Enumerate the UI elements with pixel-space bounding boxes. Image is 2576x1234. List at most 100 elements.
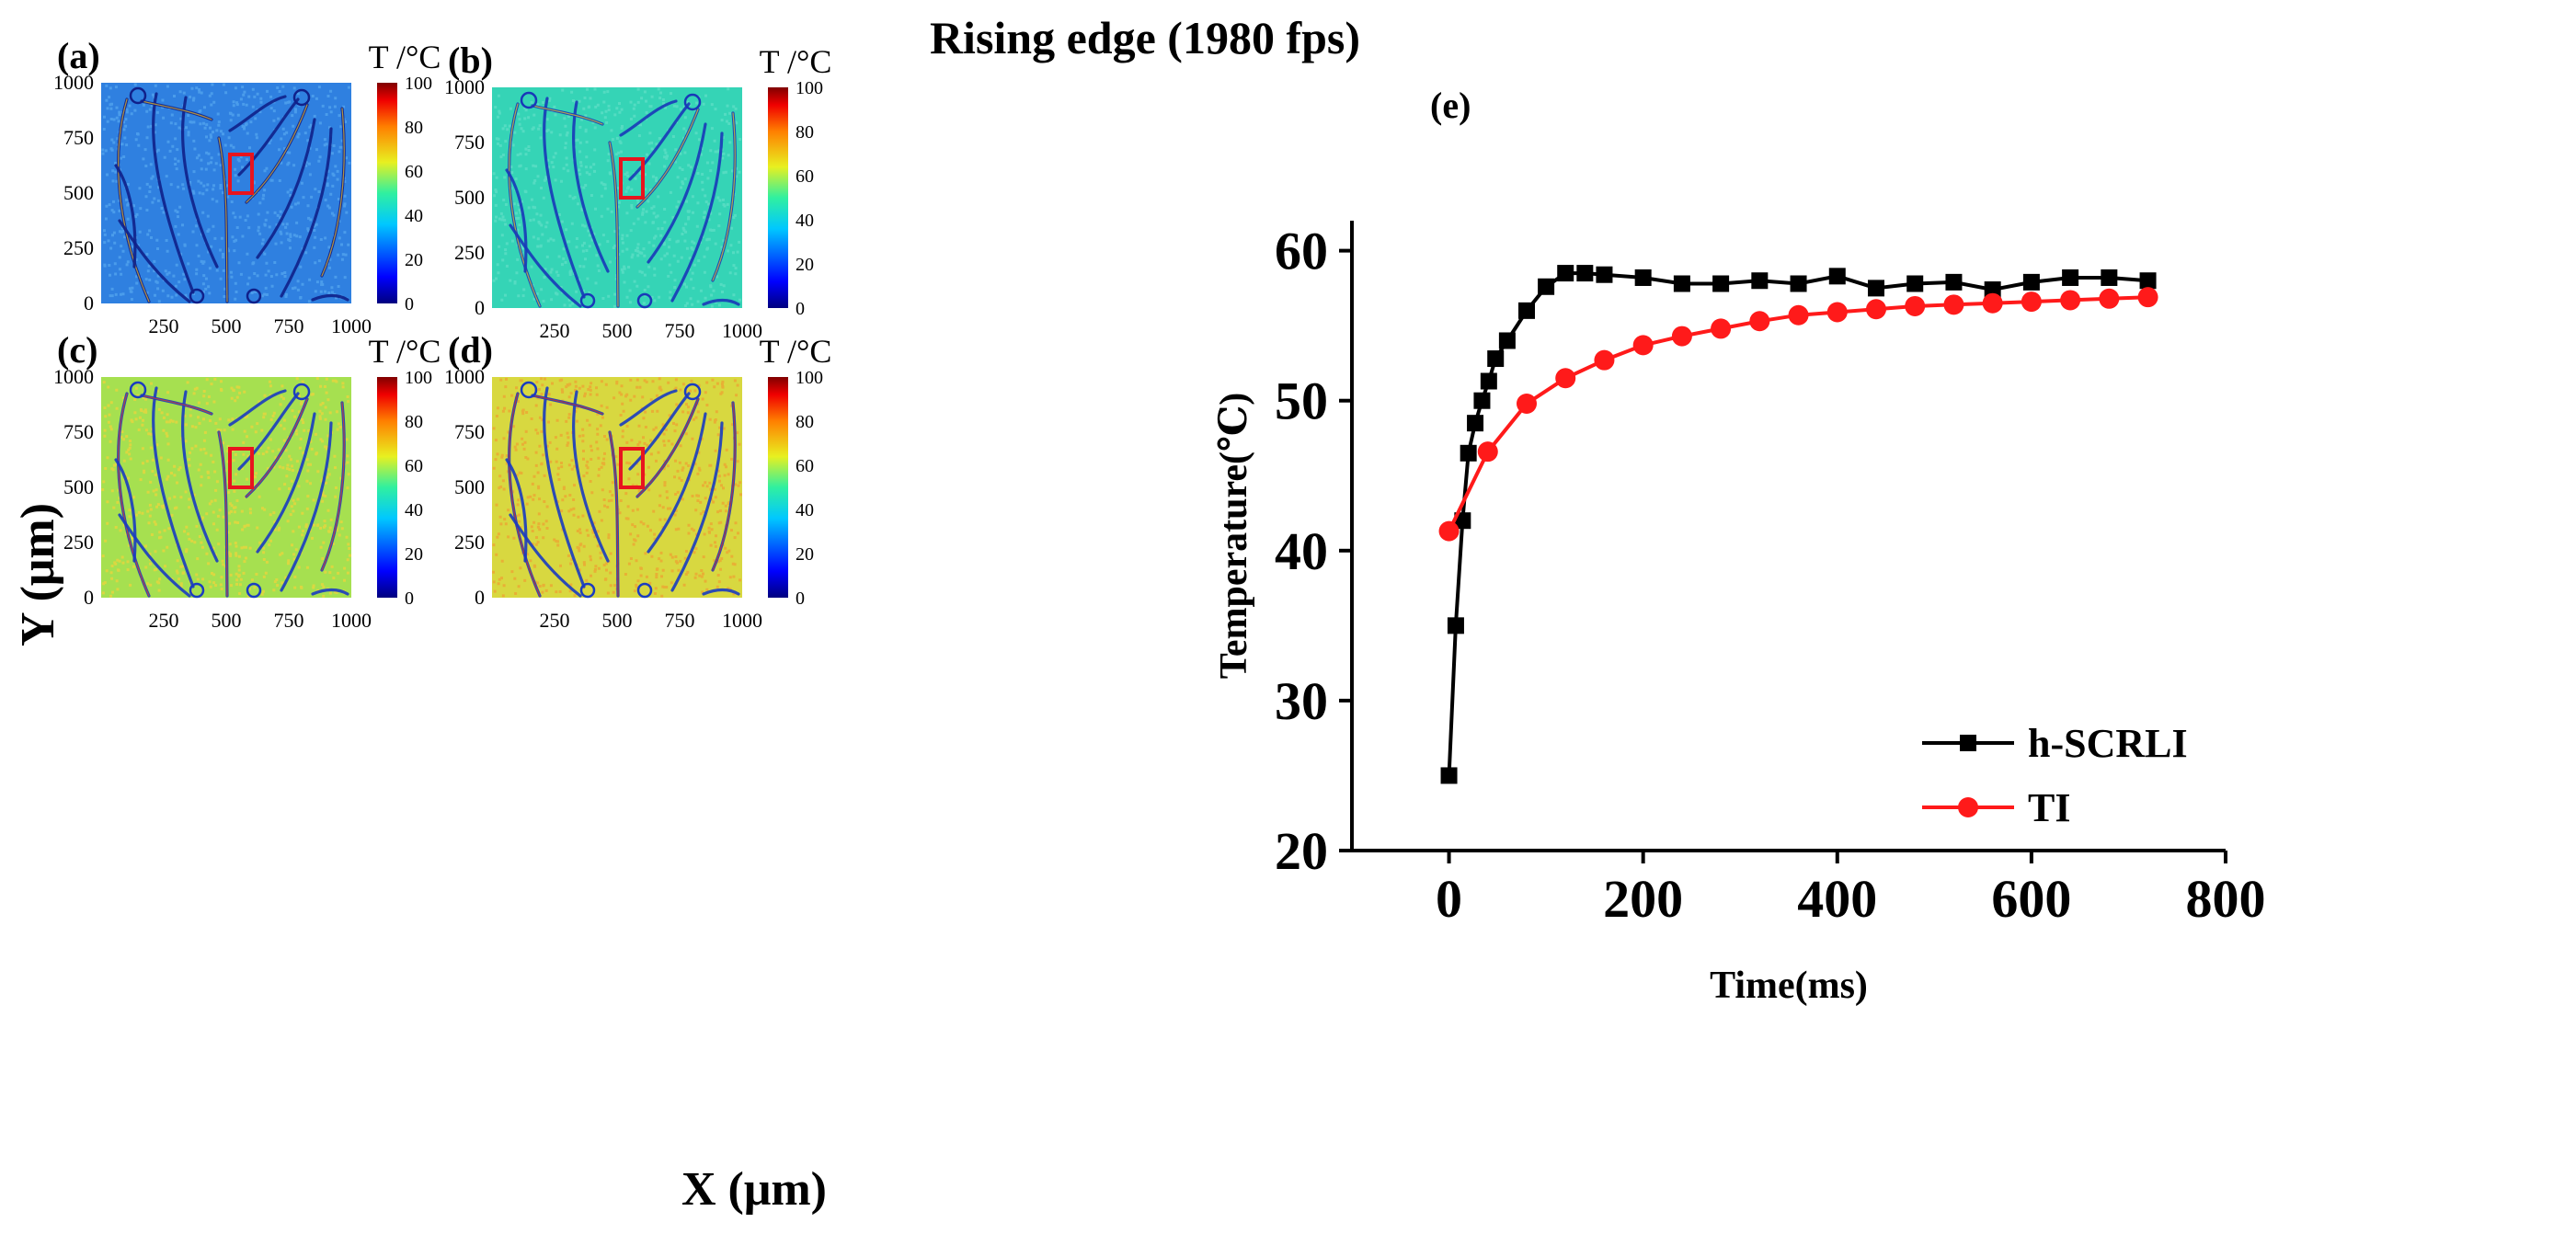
colorbar-title-d: T /°C xyxy=(760,333,832,370)
y-tick-a-3: 750 xyxy=(63,126,94,149)
data-point xyxy=(1984,281,2001,299)
data-point xyxy=(2021,291,2042,313)
legend-marker xyxy=(1960,735,1976,751)
data-point xyxy=(1440,767,1458,784)
heatmap-panel-c: (c) 0 250 500 750 1000 250 500 750 1000 0 20 40 60 80 1… xyxy=(53,329,441,632)
series-line-ti xyxy=(1447,295,2148,532)
temperature-map-d xyxy=(492,377,742,599)
legend: h-SCRLI TI xyxy=(1922,721,2188,830)
x-tick-label: 600 xyxy=(1991,869,2071,929)
y-tick-c-0: 0 xyxy=(84,586,94,609)
data-point xyxy=(1826,302,1848,323)
data-point xyxy=(1555,368,1576,389)
temperature-map-c xyxy=(101,377,351,599)
y-tick-d-1: 250 xyxy=(454,531,485,554)
y-tick-a-0: 0 xyxy=(84,291,94,314)
y-tick-d-0: 0 xyxy=(475,586,485,609)
data-point xyxy=(1557,265,1574,282)
heatmap-panel-d: (d) 0 250 500 750 1000 250 500 750 1000 0 20 40 60 80 1… xyxy=(444,329,831,632)
y-axis-label: Temperature(℃) xyxy=(1213,393,1255,680)
y-tick-label: 50 xyxy=(1275,371,1328,431)
colorbar-tick-d-5: 100 xyxy=(796,368,823,388)
data-point xyxy=(1673,275,1690,292)
data-point xyxy=(1906,275,1924,292)
data-point xyxy=(1632,335,1654,356)
series-line-h-scrli xyxy=(1447,271,2148,776)
series-ti xyxy=(1438,287,2158,542)
colorbar-tick-a-3: 60 xyxy=(405,162,423,182)
legend-label: h-SCRLI xyxy=(2028,721,2188,766)
x-tick-a-0: 250 xyxy=(149,314,179,337)
data-point xyxy=(1467,415,1484,432)
y-tick-label: 30 xyxy=(1275,671,1328,731)
colorbar-b xyxy=(768,87,788,308)
y-tick-label: 60 xyxy=(1275,222,1328,281)
y-tick-c-2: 500 xyxy=(63,475,94,498)
panel-label-e: (e) xyxy=(1430,85,1471,126)
data-point xyxy=(1517,393,1537,414)
colorbar-tick-a-2: 40 xyxy=(405,206,423,226)
data-point xyxy=(1518,302,1535,319)
data-point xyxy=(1473,392,1491,409)
data-point xyxy=(1480,372,1497,390)
data-point xyxy=(1538,278,1555,295)
data-point xyxy=(1447,617,1464,634)
x-tick-d-0: 250 xyxy=(540,609,570,632)
x-tick-label: 200 xyxy=(1603,869,1683,929)
data-point xyxy=(1868,280,1884,297)
colorbar-tick-b-0: 0 xyxy=(796,299,805,319)
x-tick-a-2: 750 xyxy=(274,314,304,337)
roi-box-b xyxy=(619,157,645,200)
data-point xyxy=(1790,275,1807,292)
colorbar-title-c: T /°C xyxy=(369,333,441,370)
colorbar-tick-b-3: 60 xyxy=(796,166,814,187)
colorbar-tick-b-4: 80 xyxy=(796,122,814,143)
data-point xyxy=(1711,318,1732,339)
colorbar-tick-c-2: 40 xyxy=(405,500,423,520)
data-point xyxy=(1905,295,1926,316)
data-point xyxy=(1460,444,1477,462)
colorbar-title-b: T /°C xyxy=(760,43,832,80)
colorbar-tick-a-5: 100 xyxy=(405,74,432,94)
data-point xyxy=(1828,268,1846,285)
y-tick-b-0: 0 xyxy=(475,296,485,319)
y-tick-label: 40 xyxy=(1275,521,1328,581)
data-point xyxy=(2060,290,2081,311)
colorbar-tick-a-0: 0 xyxy=(405,294,414,314)
data-point xyxy=(1634,269,1652,286)
data-point xyxy=(1943,294,1964,315)
data-point xyxy=(1454,512,1471,530)
colorbar-tick-c-4: 80 xyxy=(405,412,423,432)
x-tick-b-3: 1000 xyxy=(722,319,762,342)
colorbar-tick-c-3: 60 xyxy=(405,456,423,476)
x-tick-c-3: 1000 xyxy=(331,609,372,632)
colorbar-c xyxy=(377,377,397,598)
data-point xyxy=(2099,288,2120,309)
x-tick-d-1: 500 xyxy=(602,609,633,632)
data-point xyxy=(1866,299,1886,320)
temperature-map-a xyxy=(101,83,351,304)
data-point xyxy=(1498,332,1516,349)
panel-label-b: (b) xyxy=(448,40,493,81)
data-point xyxy=(1576,265,1594,282)
data-point xyxy=(2137,287,2158,308)
x-tick-c-2: 750 xyxy=(274,609,304,632)
colorbar-tick-b-5: 100 xyxy=(796,78,823,98)
x-tick-d-3: 1000 xyxy=(722,609,762,632)
series-h-scrli xyxy=(1440,265,2157,784)
x-tick-b-1: 500 xyxy=(602,319,633,342)
heatmap-panel-b: (b) 0 250 500 750 1000 250 500 750 1000 0 20 40 60 80 1… xyxy=(444,40,831,342)
x-tick-label: 800 xyxy=(2186,869,2266,929)
data-point xyxy=(2022,273,2040,291)
colorbar-tick-d-3: 60 xyxy=(796,456,814,476)
temperature-map-b xyxy=(492,87,742,309)
colorbar-tick-c-5: 100 xyxy=(405,368,432,388)
y-tick-a-2: 500 xyxy=(63,181,94,204)
data-point xyxy=(1982,292,2003,314)
x-tick-a-3: 1000 xyxy=(331,314,372,337)
y-tick-a-4: 1000 xyxy=(53,71,94,94)
legend-label: TI xyxy=(2028,785,2070,830)
shared-x-label: X (μm) xyxy=(681,1163,827,1216)
data-point xyxy=(1477,441,1498,463)
